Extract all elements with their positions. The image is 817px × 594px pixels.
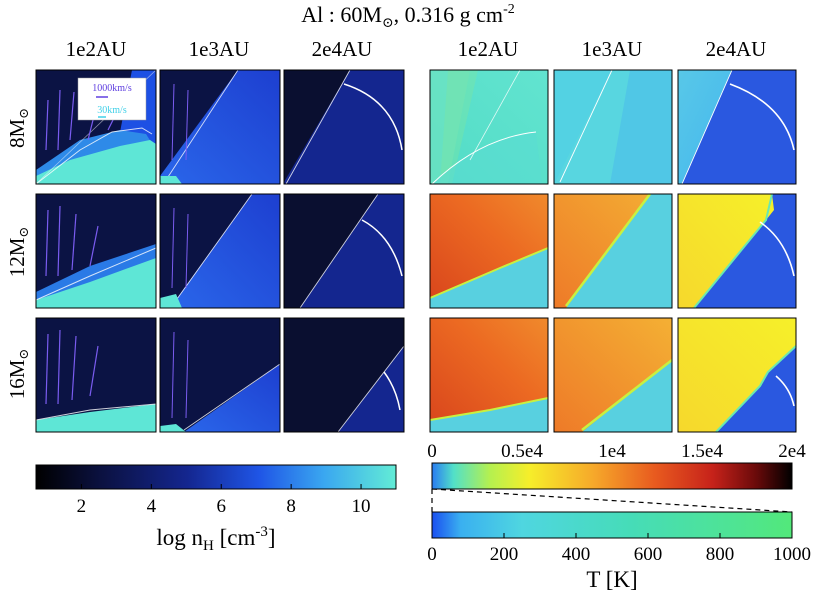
temp-col-2-header: 1e3AU [582,37,643,61]
panel-density-8-1e2: 1000km/s 30km/s [35,69,157,185]
temp-bottom-tick-label: 0 [427,544,437,565]
panel-temp-8-1e3 [553,69,673,185]
panel-density-12-2e4 [283,193,405,309]
panel-density-16-1e2 [35,317,157,433]
row-label-12msun: 12M⊙ [5,227,31,278]
temp-top-tick-label: 1.5e4 [681,441,723,462]
temp-colorbar-top: 0 0.5e4 1e4 1.5e4 2e4 [427,441,806,490]
panel-temp-8-1e2 [429,69,549,185]
temp-colorbar-bottom: 0 200 400 600 800 1000 T [K] [427,511,811,592]
temp-bottom-tick-label: 800 [706,544,735,565]
figure-title: Al : 60M⊙, 0.316 g cm-2 [301,2,514,31]
temp-bottom-tick-label: 200 [490,544,519,565]
density-colorbar: 2 4 6 8 10 log nH [cm-3] [35,464,397,554]
temp-top-tick-label: 2e4 [778,441,806,462]
temp-top-tick-label: 0 [427,441,437,462]
density-colorbar-ticks: 2 4 6 8 10 [77,484,371,517]
density-colorbar-label: log nH [cm-3] [156,524,275,554]
panel-temp-12-1e2 [429,193,549,309]
panel-density-16-1e3 [159,317,281,433]
panel-density-12-1e3 [159,193,281,309]
legend-arrow-2: 30km/s [97,105,127,116]
temp-top-tick-label: 1e4 [598,441,626,462]
density-tick-label: 10 [352,496,371,517]
temp-top-ticks: 0 0.5e4 1e4 1.5e4 2e4 [427,441,806,462]
density-col-3-header: 2e4AU [312,37,373,61]
panel-temp-8-2e4 [677,69,797,185]
density-tick-label: 6 [216,496,226,517]
zoom-dash-right [431,488,793,513]
panel-temp-16-1e3 [553,317,673,433]
panel-temp-12-2e4 [677,193,797,309]
panel-density-16-2e4 [283,317,405,433]
temp-bottom-tick-label: 1000 [773,544,811,565]
legend-box: 1000km/s 30km/s [77,77,147,121]
density-tick-label: 8 [286,496,296,517]
temp-colorbar-label: T [K] [586,567,637,592]
density-col-1-header: 1e2AU [66,37,127,61]
density-tick-label: 4 [147,496,157,517]
panel-temp-12-1e3 [553,193,673,309]
density-tick-label: 2 [77,496,87,517]
panel-density-8-1e3 [159,69,281,185]
temp-bottom-ticks: 0 200 400 600 800 1000 [427,533,811,565]
legend-arrow-1: 1000km/s [92,83,132,94]
density-col-2-header: 1e3AU [189,37,250,61]
temp-bottom-tick-label: 600 [634,544,663,565]
panel-density-12-1e2 [35,193,157,309]
row-label-16msun: 16M⊙ [5,349,31,400]
temp-col-3-header: 2e4AU [706,37,767,61]
row-label-8msun: 8M⊙ [5,108,31,148]
temp-bottom-tick-label: 400 [562,544,591,565]
temp-top-tick-label: 0.5e4 [501,441,543,462]
panel-temp-16-1e2 [429,317,549,433]
temp-col-1-header: 1e2AU [458,37,519,61]
panel-temp-16-2e4 [677,317,797,433]
panel-density-8-2e4 [283,69,405,185]
